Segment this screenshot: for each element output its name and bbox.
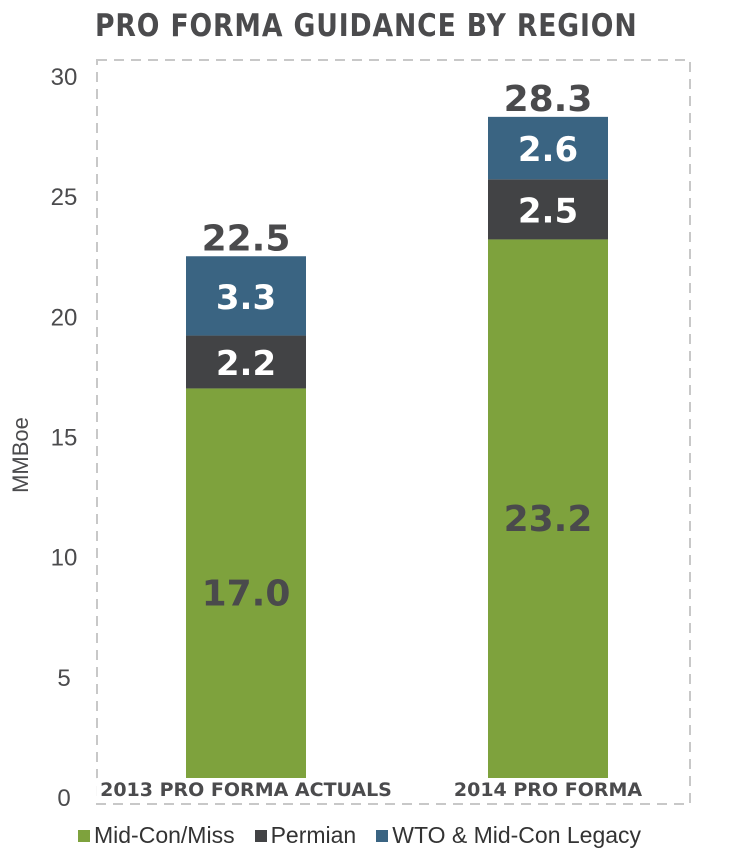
data-label: 3.3 <box>216 278 276 318</box>
legend-label: Mid-Con/Miss <box>94 822 235 848</box>
data-label: 17.0 <box>202 574 291 615</box>
legend: Mid-Con/Miss Permian WTO & Mid-Con Legacy <box>78 822 661 849</box>
bar-segment-mid-con-miss <box>488 239 608 798</box>
y-tick-label: 25 <box>51 184 78 211</box>
y-tick-label: 15 <box>51 425 78 452</box>
y-axis-label: MMBoe <box>8 417 33 493</box>
y-axis-label-group: MMBoe <box>8 417 33 493</box>
legend-item: WTO & Mid-Con Legacy <box>376 822 641 849</box>
bar-segment-permian <box>488 179 608 240</box>
bar-segment-mid-con-miss <box>186 388 306 797</box>
data-label: 23.2 <box>504 499 593 540</box>
data-label: 2.2 <box>216 344 276 384</box>
plot-frame <box>96 59 691 805</box>
y-tick-label: 0 <box>57 785 70 812</box>
bar-segment-wto-mid-con-legacy <box>186 256 306 336</box>
bar-segment-permian <box>186 335 306 389</box>
legend-swatch <box>254 829 267 842</box>
y-tick-label: 5 <box>57 665 70 692</box>
y-tick-label: 20 <box>51 304 78 331</box>
bar-segment-wto-mid-con-legacy <box>488 116 608 180</box>
data-label: 2.5 <box>518 191 578 231</box>
legend-label: WTO & Mid-Con Legacy <box>392 822 642 848</box>
legend-swatch <box>78 829 90 842</box>
x-category-label-background <box>96 778 396 802</box>
legend-swatch <box>376 829 389 842</box>
legend-item: Permian <box>254 822 357 849</box>
x-category-label-background <box>449 778 647 802</box>
legend-item: Mid-Con/Miss <box>78 822 235 849</box>
y-tick-label: 10 <box>51 545 78 572</box>
x-category-label: 2013 PRO FORMA ACTUALS <box>100 779 392 801</box>
legend-label: Permian <box>270 822 357 848</box>
y-tick-label: 30 <box>51 64 78 91</box>
total-label: 28.3 <box>504 79 593 120</box>
data-label: 2.6 <box>518 130 578 170</box>
chart-title: PRO FORMA GUIDANCE BY REGION <box>95 8 638 44</box>
x-category-label: 2014 PRO FORMA <box>454 779 642 801</box>
total-label: 22.5 <box>202 218 291 259</box>
